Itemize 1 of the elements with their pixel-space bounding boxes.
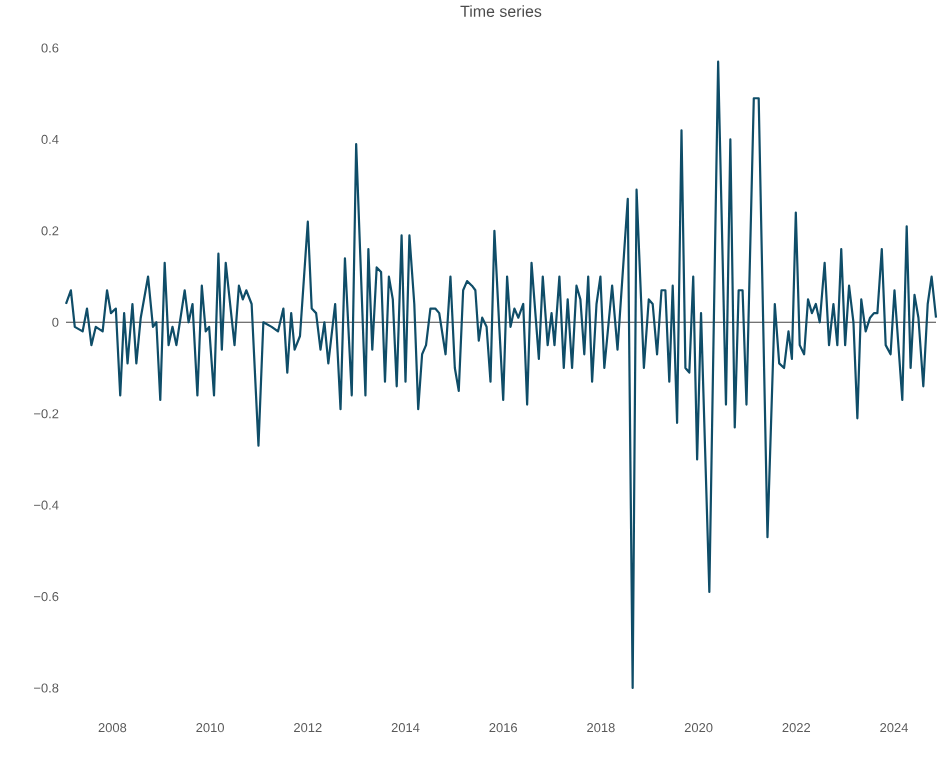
line-series bbox=[64, 60, 938, 690]
